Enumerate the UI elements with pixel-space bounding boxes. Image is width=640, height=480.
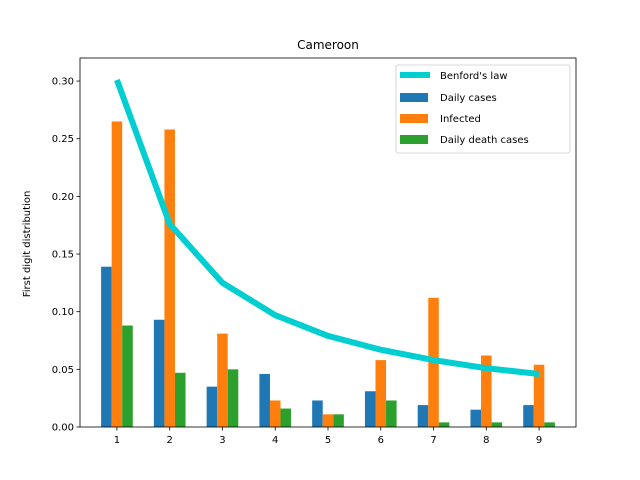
legend-swatch-3	[400, 135, 428, 144]
legend-label-2: Infected	[440, 114, 481, 125]
bar-1-1	[101, 266, 112, 427]
legend-box	[395, 64, 571, 154]
benford-line	[114, 78, 540, 377]
bar-3-1	[122, 325, 133, 427]
legend-swatch-1	[400, 93, 428, 102]
x-tick-label: 1	[114, 435, 120, 446]
bar-1-2	[153, 319, 165, 427]
y-tick-label: 0.30	[52, 77, 74, 88]
bar-1-3	[206, 386, 218, 427]
x-tick-label: 6	[378, 435, 384, 446]
bar-3-4	[280, 408, 292, 427]
bar-3-8	[491, 422, 503, 427]
x-tick-label: 5	[325, 435, 331, 446]
axes-layer: 0.00 0.05 0.10 0.15 0.20 0.25 0.30 1 2 3 4 5 6 7 8 9	[52, 57, 577, 446]
bar-3-2	[174, 372, 186, 427]
bar-2-8	[481, 355, 492, 427]
x-tick-label: 9	[536, 435, 542, 446]
y-tick-label: 0.10	[52, 307, 74, 318]
bar-1-7	[417, 405, 429, 427]
bar-2-6	[375, 360, 387, 427]
bar-2-2	[164, 129, 175, 427]
line-layer	[114, 78, 540, 377]
y-axis-label: First digit distribution	[22, 191, 33, 298]
x-tick-label: 7	[430, 435, 436, 446]
y-tick-label: 0.00	[52, 423, 74, 434]
bar-2-4	[269, 400, 281, 427]
legend-label-1: Daily cases	[440, 93, 497, 104]
bar-3-5	[333, 414, 344, 427]
bar-2-1	[111, 121, 123, 427]
bar-1-5	[312, 400, 323, 427]
bar-3-3	[227, 369, 239, 427]
bar-2-3	[217, 333, 228, 427]
bar-1-6	[364, 391, 376, 427]
bar-1-9	[523, 405, 534, 427]
legend-label-benford: Benford's law	[440, 71, 508, 82]
y-tick-label: 0.15	[52, 250, 74, 261]
bar-2-5	[322, 414, 334, 427]
bar-1-8	[470, 409, 482, 427]
x-tick-label: 8	[483, 435, 489, 446]
y-tick-label: 0.20	[52, 192, 74, 203]
y-tick-label: 0.05	[52, 365, 74, 376]
legend-label-3: Daily death cases	[440, 135, 529, 146]
bar-3-7	[438, 422, 450, 427]
x-tick-label: 4	[272, 435, 278, 446]
bar-3-6	[386, 400, 397, 427]
bar-3-9	[544, 422, 555, 427]
bar-1-4	[259, 373, 270, 427]
bar-2-9	[533, 364, 545, 427]
legend-swatch-2	[400, 114, 428, 123]
bars-layer	[101, 121, 555, 427]
legend: Benford's law Daily cases Infected Daily de…	[395, 64, 571, 154]
y-tick-label: 0.25	[52, 134, 74, 145]
chart-title: Cameroon	[297, 38, 359, 52]
x-tick-label: 2	[167, 435, 173, 446]
x-tick-label: 3	[219, 435, 225, 446]
